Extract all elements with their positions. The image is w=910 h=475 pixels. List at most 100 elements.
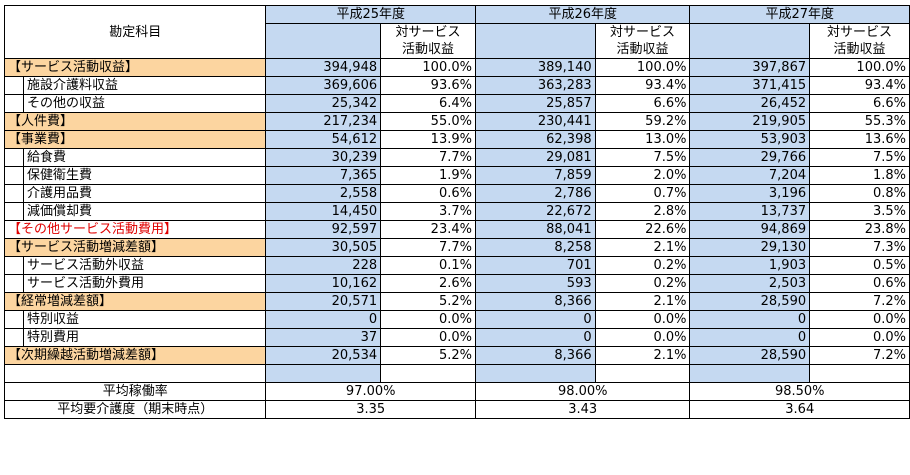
blank-cell [689,364,811,383]
amount-cell: 8,366 [474,346,596,365]
amount-cell: 394,948 [265,58,382,77]
table-row: 【人件費】 217,234 55.0% 230,441 59.2% 219,905 55.3… [3,112,910,131]
ratio-cell: 0.0% [809,310,910,329]
summary-value: 3.35 [265,400,476,419]
amount-cell: 2,503 [689,274,811,293]
ratio-cell: 93.4% [809,76,910,95]
ratio-cell: 6.4% [380,94,476,113]
ratio-cell: 7.5% [594,148,691,167]
amount-cell: 219,905 [689,112,811,131]
ratio-cell: 0.6% [809,274,910,293]
ratio-cell: 2.6% [380,274,476,293]
ratio-cell: 0.0% [380,310,476,329]
amount-cell: 7,859 [474,166,596,185]
ratio-cell: 23.8% [809,220,910,239]
indent-cell [4,310,24,329]
ratio-cell: 2.1% [594,238,691,257]
ratio-cell: 6.6% [809,94,910,113]
amount-cell: 371,415 [689,76,811,95]
category-label: 【次期繰越活動増減差額】 [3,346,267,365]
ratio-cell: 7.5% [809,148,910,167]
amount-cell: 29,130 [689,238,811,257]
amount-header-h26 [474,23,596,59]
amount-cell: 397,867 [689,58,811,77]
amount-cell: 29,081 [474,148,596,167]
amount-cell: 1,903 [689,256,811,275]
row-label: 減価償却費 [22,202,267,221]
amount-cell: 20,571 [265,292,382,311]
amount-cell: 88,041 [474,220,596,239]
amount-cell: 7,204 [689,166,811,185]
ratio-header-h25: 対サービス 活動収益 [380,23,476,59]
spacer-row [3,364,910,383]
amount-cell: 389,140 [474,58,596,77]
row-label: 保健衛生費 [22,166,267,185]
summary-value: 97.00% [265,382,476,401]
row-label: 特別費用 [22,328,267,347]
amount-cell: 217,234 [265,112,382,131]
ratio-cell: 0.0% [594,310,691,329]
table-row: 【サービス活動収益】 394,948 100.0% 389,140 100.0% 397,… [3,58,910,77]
summary-value: 98.00% [474,382,691,401]
amount-cell: 28,590 [689,292,811,311]
amount-cell: 30,505 [265,238,382,257]
category-label: 【人件費】 [3,112,267,131]
ratio-header-line2: 活動収益 [833,42,886,57]
year-header-h27: 平成27年度 [689,5,910,24]
table-row: 給食費 30,239 7.7% 29,081 7.5% 29,766 7.5% [4,148,910,167]
amount-cell: 2,786 [474,184,596,203]
category-label: 【サービス活動収益】 [3,58,267,77]
financial-table: 勘定科目 平成25年度 平成26年度 平成27年度 対サービス 活動収益 対サービ… [3,5,910,419]
ratio-cell: 2.8% [594,202,691,221]
indent-cell [4,202,24,221]
amount-cell: 29,766 [689,148,811,167]
indent-cell [4,148,24,167]
ratio-cell: 13.6% [809,130,910,149]
blank-cell [3,364,267,383]
indent-cell [4,94,24,113]
ratio-cell: 0.2% [594,274,691,293]
amount-cell: 53,903 [689,130,811,149]
row-label: 施設介護料収益 [22,76,267,95]
blank-cell [594,364,691,383]
ratio-cell: 93.4% [594,76,691,95]
amount-cell: 37 [265,328,382,347]
table-row: 特別収益 0 0.0% 0 0.0% 0 0.0% [4,310,910,329]
amount-cell: 230,441 [474,112,596,131]
ratio-cell: 59.2% [594,112,691,131]
amount-cell: 0 [474,328,596,347]
summary-row: 平均稼働率 97.00% 98.00% 98.50% [3,382,910,401]
ratio-cell: 7.3% [809,238,910,257]
category-label: 【その他サービス活動費用】 [3,220,267,239]
ratio-header-h26: 対サービス 活動収益 [594,23,691,59]
indent-cell [4,184,24,203]
ratio-header-line1: 対サービス [827,25,893,40]
table-row: 【サービス活動増減差額】 30,505 7.7% 8,258 2.1% 29,130 7.3… [3,238,910,257]
amount-cell: 8,258 [474,238,596,257]
ratio-cell: 22.6% [594,220,691,239]
amount-cell: 2,558 [265,184,382,203]
ratio-cell: 0.7% [594,184,691,203]
ratio-cell: 7.7% [380,148,476,167]
header-row-2: 対サービス 活動収益 対サービス 活動収益 対サービス 活動収益 [5,23,910,59]
ratio-header-line2: 活動収益 [616,42,669,57]
amount-cell: 3,196 [689,184,811,203]
amount-cell: 701 [474,256,596,275]
ratio-cell: 0.5% [809,256,910,275]
ratio-cell: 7.2% [809,346,910,365]
summary-row: 平均要介護度（期末時点） 3.35 3.43 3.64 [3,400,910,419]
ratio-cell: 0.6% [380,184,476,203]
ratio-cell: 55.3% [809,112,910,131]
ratio-cell: 100.0% [594,58,691,77]
amount-cell: 10,162 [265,274,382,293]
amount-cell: 369,606 [265,76,382,95]
ratio-header-line1: 対サービス [610,25,676,40]
amount-cell: 0 [689,328,811,347]
indent-cell [4,76,24,95]
ratio-cell: 13.0% [594,130,691,149]
row-label: サービス活動外費用 [22,274,267,293]
ratio-cell: 1.8% [809,166,910,185]
row-label: その他の収益 [22,94,267,113]
table-row: その他の収益 25,342 6.4% 25,857 6.6% 26,452 6.6% [4,94,910,113]
amount-cell: 30,239 [265,148,382,167]
